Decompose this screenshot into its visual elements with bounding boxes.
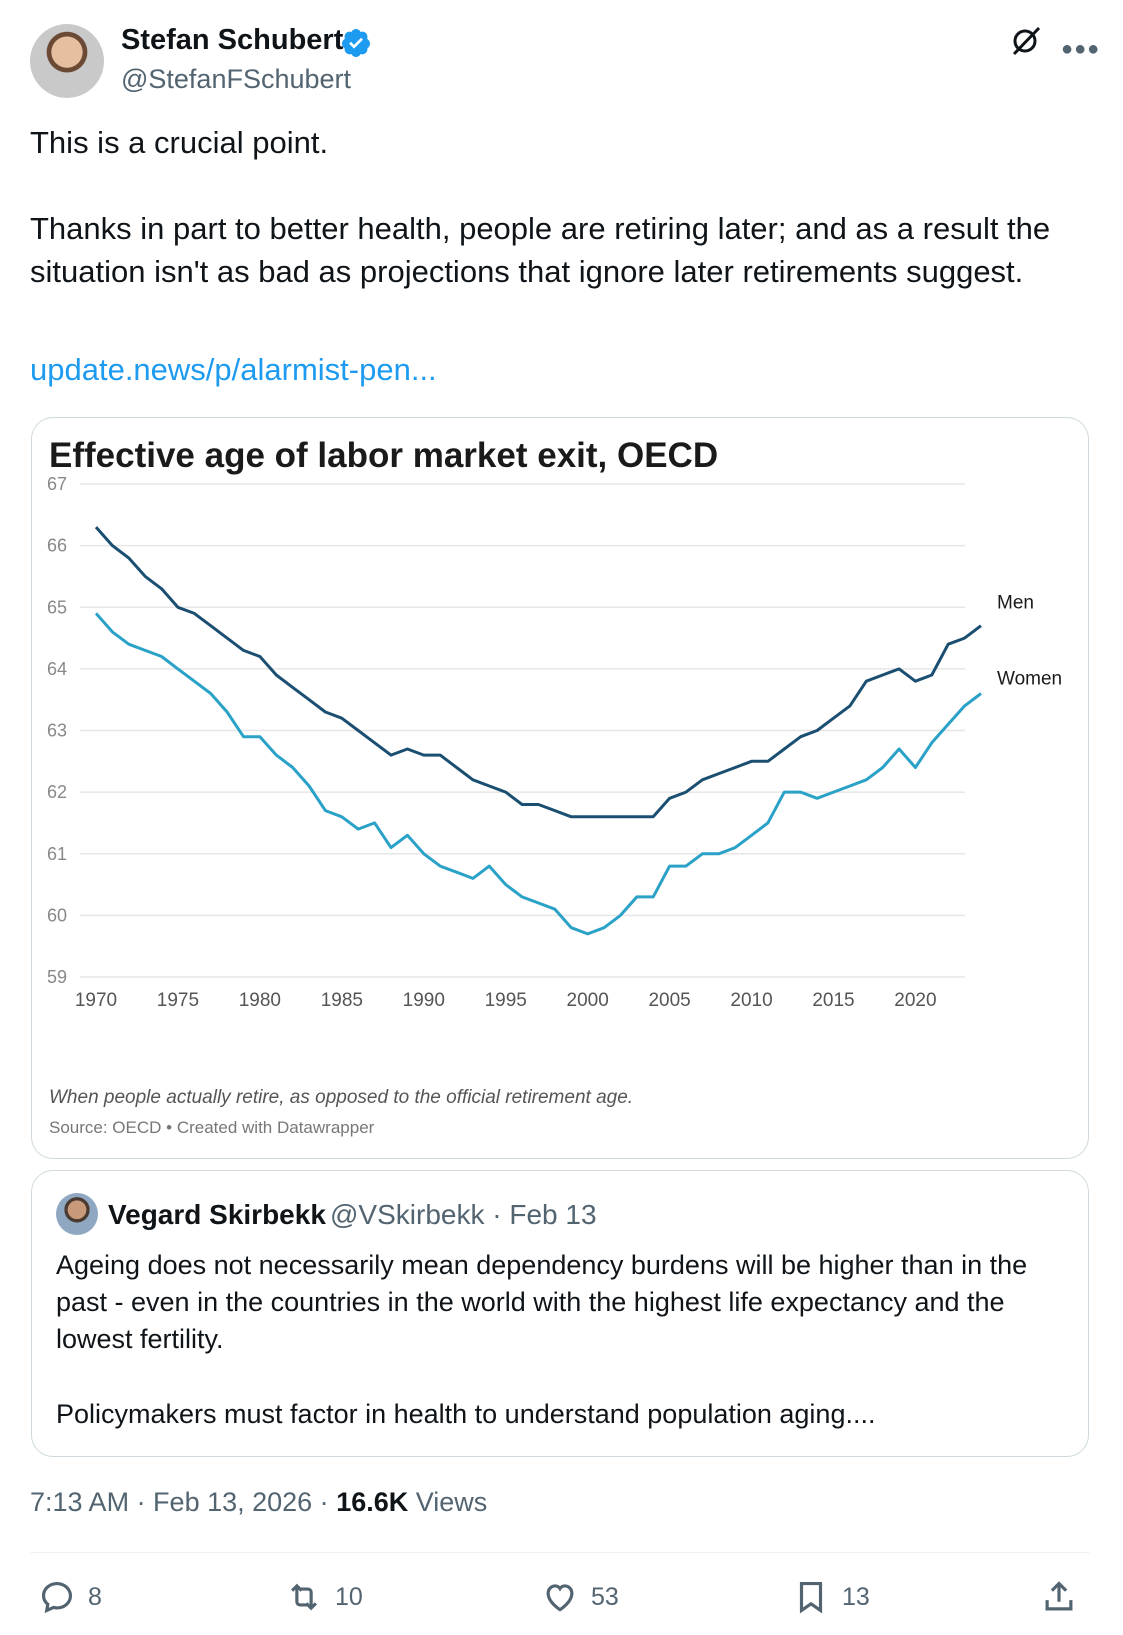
time-date[interactable]: 7:13 AM · Feb 13, 2026 ·	[30, 1487, 337, 1517]
x-tick-label: 2015	[812, 990, 854, 1011]
bookmark-icon	[799, 1581, 823, 1614]
chart-subtitle: When people actually retire, as opposed …	[49, 1087, 633, 1108]
x-tick-label: 1975	[157, 990, 199, 1011]
y-tick-label: 64	[47, 659, 67, 679]
line-chart: Effective age of labor market exit, OECD…	[47, 436, 1062, 1137]
chart-media-card[interactable]: Effective age of labor market exit, OECD…	[31, 417, 1089, 1159]
chart-source: Source: OECD • Created with Datawrapper	[49, 1118, 375, 1137]
y-tick-label: 65	[47, 597, 67, 617]
x-tick-label: 1995	[485, 990, 527, 1011]
heart-icon	[546, 1584, 574, 1612]
chart-title: Effective age of labor market exit, OECD	[49, 436, 718, 475]
quoted-author-name[interactable]: Vegard Skirbekk	[108, 1199, 326, 1230]
author-name[interactable]: Stefan Schubert	[121, 24, 344, 56]
series-line-men	[94, 526, 982, 819]
like-button[interactable]: 53	[541, 1578, 619, 1616]
y-tick-label: 63	[47, 721, 67, 741]
y-tick-label: 59	[47, 967, 67, 987]
author-handle[interactable]: @StefanFSchubert	[121, 64, 352, 94]
quoted-text-line: Policymakers must factor in health to un…	[56, 1399, 876, 1429]
quoted-text-line: lowest fertility.	[56, 1324, 224, 1354]
quoted-text-line: past - even in the countries in the worl…	[56, 1287, 1005, 1317]
x-tick-label: 1985	[321, 990, 363, 1011]
quoted-tweet-card[interactable]: Vegard Skirbekk @VSkirbekk · Feb 13 Agei…	[31, 1170, 1089, 1457]
bookmark-button[interactable]: 13	[792, 1578, 870, 1616]
views-count: 16.6K	[336, 1487, 409, 1517]
author-avatar[interactable]	[30, 24, 104, 98]
tweet-text-line: This is a crucial point.	[30, 125, 329, 160]
series-line-women	[94, 612, 982, 936]
reply-icon	[41, 1581, 73, 1614]
y-tick-label: 61	[47, 844, 67, 864]
tweet-link[interactable]: update.news/p/alarmist-pen...	[30, 352, 437, 387]
bookmark-count: 13	[842, 1582, 870, 1611]
grok-icon[interactable]	[1009, 24, 1043, 58]
tweet-text-line: Thanks in part to better health, people …	[30, 211, 1051, 246]
like-count: 53	[591, 1582, 619, 1611]
y-tick-label: 67	[47, 474, 67, 494]
quoted-author-handle-date[interactable]: @VSkirbekk · Feb 13	[330, 1199, 597, 1230]
x-tick-label: 2000	[567, 990, 609, 1011]
repost-icon	[291, 1583, 317, 1611]
reply-count: 8	[88, 1582, 102, 1611]
quoted-author-avatar[interactable]	[56, 1193, 98, 1235]
series-label-women: Women	[997, 669, 1062, 690]
repost-button[interactable]: 10	[285, 1578, 363, 1616]
tweet-timestamp[interactable]: 7:13 AM · Feb 13, 2026 · 16.6K Views	[30, 1487, 487, 1518]
repost-count: 10	[335, 1582, 363, 1611]
x-tick-label: 2005	[648, 990, 690, 1011]
views-label: Views	[408, 1487, 488, 1517]
x-tick-label: 1970	[75, 990, 117, 1011]
x-tick-label: 1980	[239, 990, 281, 1011]
y-tick-label: 66	[47, 536, 67, 556]
share-button[interactable]	[1040, 1578, 1078, 1616]
y-tick-label: 60	[47, 905, 67, 925]
y-tick-label: 62	[47, 782, 67, 802]
tweet-text-line: situation isn't as bad as projections th…	[30, 254, 1024, 289]
series-label-men: Men	[997, 593, 1034, 614]
x-tick-label: 2020	[894, 990, 936, 1011]
verified-badge-icon[interactable]	[340, 27, 372, 59]
more-options-icon[interactable]: ●●●	[1061, 38, 1101, 60]
x-tick-label: 2010	[730, 990, 772, 1011]
share-icon	[1045, 1581, 1073, 1611]
reply-button[interactable]: 8	[38, 1578, 102, 1616]
divider	[30, 1552, 1090, 1553]
quoted-text-line: Ageing does not necessarily mean depende…	[56, 1250, 1028, 1280]
x-tick-label: 1990	[403, 990, 445, 1011]
